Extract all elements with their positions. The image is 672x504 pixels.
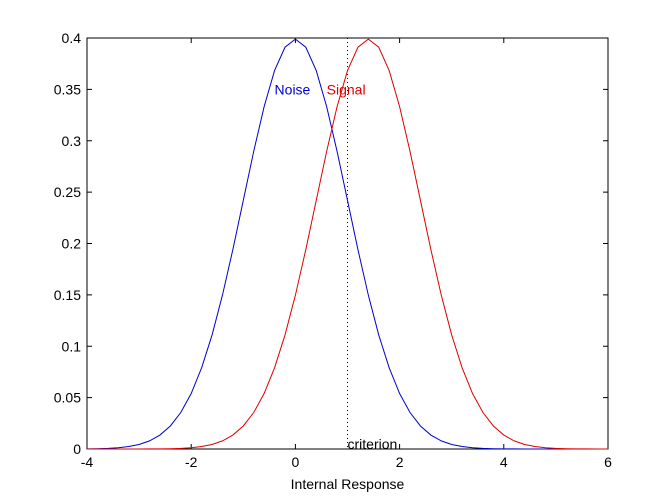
- annotations: Noise Signal criterion: [275, 81, 398, 451]
- x-tick-label: -4: [81, 454, 94, 470]
- y-tick-label: 0.05: [54, 390, 81, 406]
- y-tick-label: 0.15: [54, 287, 81, 303]
- y-tick-label: 0: [73, 441, 81, 457]
- series-layer: [86, 38, 608, 450]
- annotation-signal: Signal: [327, 81, 366, 97]
- x-tick-label: 2: [396, 454, 404, 470]
- x-tick-label: 0: [292, 454, 300, 470]
- x-tick-label: 4: [500, 454, 508, 470]
- annotation-noise: Noise: [275, 81, 311, 97]
- y-tick-label: 0.3: [62, 133, 82, 149]
- x-axis-label: Internal Response: [291, 476, 405, 492]
- y-tick-label: 0.4: [62, 30, 82, 46]
- plot-area: [86, 37, 609, 450]
- series-line-signal: [87, 38, 608, 450]
- y-tick-label: 0.35: [54, 81, 81, 97]
- y-axis: 0 0.05 0.1 0.15 0.2 0.25 0.3 0.35 0.4: [54, 30, 608, 457]
- x-tick-label: 6: [604, 454, 612, 470]
- y-tick-label: 0.25: [54, 184, 81, 200]
- annotation-criterion: criterion: [348, 436, 398, 452]
- x-tick-label: -2: [185, 454, 198, 470]
- y-tick-label: 0.2: [62, 236, 82, 252]
- y-tick-label: 0.1: [62, 338, 82, 354]
- x-axis: -4 -2 0 2 4 6: [81, 38, 612, 470]
- series-line-noise: [86, 38, 608, 450]
